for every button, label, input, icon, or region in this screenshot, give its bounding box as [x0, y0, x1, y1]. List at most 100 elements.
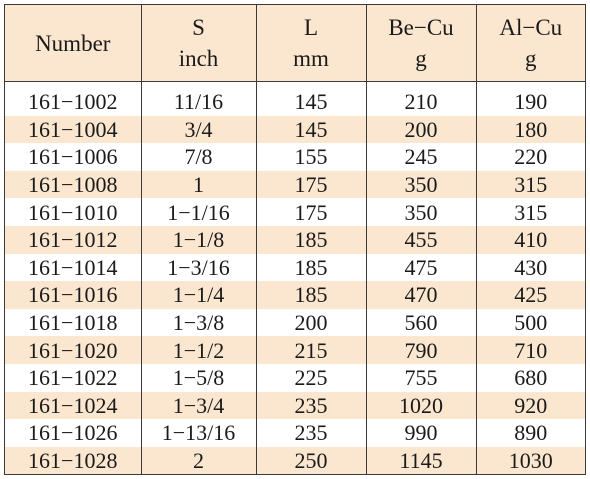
- size-cell: 1−5/8: [140, 363, 256, 392]
- al-cu-cell: 315: [475, 198, 585, 226]
- header-length-mm: L mm: [255, 5, 366, 82]
- be-cu-cell: 350: [365, 198, 476, 226]
- be-cu-cell: 790: [365, 336, 476, 364]
- be-cu-cell: 455: [365, 225, 476, 254]
- al-cu-cell: 680: [475, 363, 585, 392]
- length-cell: 155: [255, 143, 366, 171]
- table-row: 161−1022 1−5/8 225 755 680: [5, 363, 585, 392]
- number-cell: 161−1006: [28, 144, 118, 170]
- size-cell: 1−3/8: [140, 308, 256, 337]
- header-length-label: L: [303, 15, 319, 40]
- size-cell: 1: [140, 170, 256, 199]
- header-size-inch: S inch: [140, 5, 256, 82]
- be-cu-cell: 245: [365, 143, 476, 171]
- table-body: 161−1002 11/16 145 210 190 161−1004 3/4 145 200 1…: [5, 81, 585, 475]
- size-cell: 1−1/4: [140, 281, 256, 309]
- number-cell: 161−1012: [5, 225, 141, 254]
- header-number-label: Number: [35, 30, 111, 56]
- header-al-cu-label: Al−Cu: [499, 15, 563, 40]
- be-cu-cell: 210: [365, 81, 476, 116]
- table-row: 161−1026 1−13/16 235 990 890: [5, 419, 585, 447]
- be-cu-cell: 470: [365, 281, 476, 309]
- length-cell: 145: [255, 115, 366, 144]
- header-length-unit: mm: [293, 46, 329, 71]
- length-cell: 235: [255, 391, 366, 420]
- size-cell: 3/4: [140, 115, 256, 144]
- be-cu-cell: 350: [365, 170, 476, 199]
- number-cell: 161−1022: [28, 365, 118, 391]
- be-cu-cell: 475: [365, 253, 476, 282]
- size-cell: 1−1/16: [140, 198, 256, 226]
- header-size-label: S: [192, 15, 205, 40]
- size-cell: 1−1/2: [140, 336, 256, 364]
- length-cell: 235: [255, 419, 366, 447]
- size-cell: 11/16: [140, 81, 256, 116]
- table-row: 161−1012 1−1/8 185 455 410: [5, 225, 585, 254]
- number-cell: 161−1020: [5, 336, 141, 364]
- header-row: Number S inch L mm Be−Cu g Al−Cu g: [5, 5, 585, 82]
- number-cell: 161−1024: [5, 391, 141, 420]
- al-cu-cell: 890: [475, 419, 585, 447]
- size-cell: 1−3/16: [140, 253, 256, 282]
- number-cell: 161−1004: [5, 115, 141, 144]
- table-row: 161−1014 1−3/16 185 475 430: [5, 253, 585, 282]
- length-cell: 185: [255, 281, 366, 309]
- al-cu-cell: 220: [475, 143, 585, 171]
- length-cell: 175: [255, 170, 366, 199]
- header-size-unit: inch: [178, 46, 219, 71]
- be-cu-cell: 560: [365, 308, 476, 337]
- header-be-cu-unit: g: [415, 46, 427, 71]
- table-row: 161−1018 1−3/8 200 560 500: [5, 308, 585, 337]
- length-cell: 185: [255, 253, 366, 282]
- spec-table-frame: Number S inch L mm Be−Cu g Al−Cu g: [4, 4, 586, 475]
- al-cu-cell: 410: [475, 225, 585, 254]
- al-cu-cell: 430: [475, 253, 585, 282]
- length-cell: 225: [255, 363, 366, 392]
- length-cell: 200: [255, 308, 366, 337]
- number-cell: 161−1018: [28, 310, 118, 336]
- be-cu-cell: 755: [365, 363, 476, 392]
- number-cell: 161−1026: [28, 420, 118, 446]
- size-cell: 2: [140, 446, 256, 475]
- number-cell: 161−1010: [28, 199, 118, 225]
- number-cell: 161−1014: [28, 254, 118, 280]
- length-cell: 175: [255, 198, 366, 226]
- size-cell: 7/8: [140, 143, 256, 171]
- number-cell: 161−1016: [5, 281, 141, 309]
- table-row: 161−1008 1 175 350 315: [5, 170, 585, 199]
- al-cu-cell: 1030: [475, 446, 585, 475]
- table-row: 161−1016 1−1/4 185 470 425: [5, 281, 585, 309]
- size-cell: 1−13/16: [140, 419, 256, 447]
- al-cu-cell: 500: [475, 308, 585, 337]
- table-row: 161−1010 1−1/16 175 350 315: [5, 198, 585, 226]
- header-be-cu-weight: Be−Cu g: [365, 5, 476, 82]
- header-be-cu-label: Be−Cu: [388, 15, 454, 40]
- table-row: 161−1020 1−1/2 215 790 710: [5, 336, 585, 364]
- length-cell: 145: [255, 81, 366, 116]
- be-cu-cell: 1145: [365, 446, 476, 475]
- be-cu-cell: 990: [365, 419, 476, 447]
- header-al-cu-weight: Al−Cu g: [475, 5, 585, 82]
- al-cu-cell: 190: [475, 81, 585, 116]
- number-cell: 161−1002: [28, 89, 118, 115]
- al-cu-cell: 315: [475, 170, 585, 199]
- al-cu-cell: 920: [475, 391, 585, 420]
- be-cu-cell: 1020: [365, 391, 476, 420]
- number-cell: 161−1028: [5, 446, 141, 475]
- size-cell: 1−1/8: [140, 225, 256, 254]
- al-cu-cell: 710: [475, 336, 585, 364]
- length-cell: 250: [255, 446, 366, 475]
- length-cell: 185: [255, 225, 366, 254]
- be-cu-cell: 200: [365, 115, 476, 144]
- header-al-cu-unit: g: [525, 46, 537, 71]
- al-cu-cell: 425: [475, 281, 585, 309]
- table-row: 161−1004 3/4 145 200 180: [5, 115, 585, 144]
- length-cell: 215: [255, 336, 366, 364]
- spec-table: Number S inch L mm Be−Cu g Al−Cu g: [5, 5, 585, 475]
- table-row: 161−1006 7/8 155 245 220: [5, 143, 585, 171]
- table-row: 161−1024 1−3/4 235 1020 920: [5, 391, 585, 420]
- table-row: 161−1002 11/16 145 210 190: [5, 81, 585, 116]
- size-cell: 1−3/4: [140, 391, 256, 420]
- table-row: 161−1028 2 250 1145 1030: [5, 446, 585, 475]
- al-cu-cell: 180: [475, 115, 585, 144]
